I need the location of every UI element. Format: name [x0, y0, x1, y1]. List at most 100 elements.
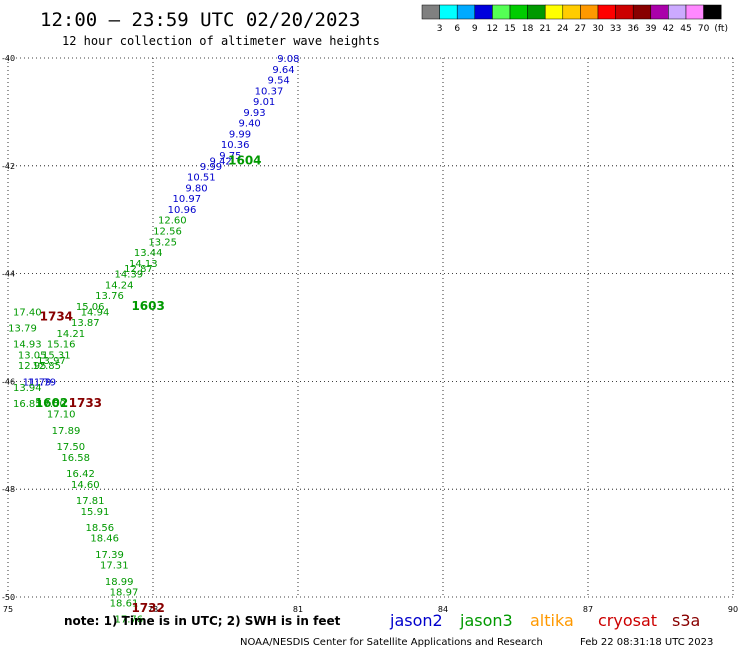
swh-label-jason3: 18.97 — [110, 588, 139, 599]
y-tick-label: -48 — [2, 485, 15, 494]
swh-label-jason3: 15.16 — [47, 340, 76, 351]
pass-time-label: 1602 — [35, 396, 68, 410]
swh-label-jason2: 9.42 — [210, 156, 232, 167]
colorbar-swatch — [632, 4, 652, 20]
satellite-legend: jason2 jason3 altika cryosat s3a — [389, 611, 700, 630]
colorbar-swatch — [527, 4, 546, 20]
axis-ticks: 75 78 81 84 87 90 -40 -42 -44 -46 -48 -50 — [2, 54, 738, 614]
pass-time-label: 1734 — [40, 310, 73, 324]
pass-time-label: 1733 — [69, 396, 102, 410]
swh-label-jason2: 9.01 — [253, 97, 275, 108]
swh-label-jason3: 12.56 — [153, 226, 182, 237]
footer-note: note: 1) Time is in UTC; 2) SWH is in fe… — [64, 614, 341, 628]
swh-label-jason3: 17.50 — [57, 442, 86, 453]
swh-label-jason3: 14.13 — [129, 259, 158, 270]
swh-label-jason3: 17.10 — [47, 410, 76, 421]
chart-subtitle: 12 hour collection of altimeter wave hei… — [62, 34, 380, 48]
colorbar-label: 21 — [539, 24, 550, 34]
colorbar-label: 30 — [592, 24, 604, 34]
colorbar-swatch — [456, 4, 476, 20]
swh-label-jason2: 10.97 — [173, 194, 202, 205]
swh-label-jason3: 18.61 — [110, 598, 139, 609]
swh-label-jason3: 17.40 — [13, 307, 42, 318]
swh-label-jason3: 15.91 — [81, 507, 110, 518]
swh-label-jason2: 10.96 — [168, 205, 197, 216]
swh-label-jason3: 16.42 — [66, 469, 95, 480]
swh-label-jason3: 12.95 — [18, 361, 47, 372]
swh-label-jason3: 16.85 — [13, 399, 42, 410]
pass-time-label: 1603 — [131, 299, 164, 313]
colorbar-swatch — [597, 4, 616, 20]
pass-time-labels: 1604 1603 1602 1734 1733 1732 — [35, 153, 262, 614]
swh-label-jason2: 10.36 — [221, 140, 250, 151]
colorbar-swatch — [615, 4, 634, 20]
colorbar-label: 45 — [680, 24, 691, 34]
colorbar-label: 18 — [522, 24, 534, 34]
satellite-legend-jason3: jason3 — [459, 611, 513, 630]
swh-label-jason3: 14.39 — [115, 270, 144, 281]
satellite-legend-altika: altika — [530, 611, 574, 630]
swh-label-jason2: 9.08 — [277, 54, 299, 65]
colorbar-swatch — [509, 4, 528, 20]
swh-label-jason3: 18.46 — [90, 534, 119, 545]
swh-label-jason3: 13.44 — [134, 248, 163, 259]
swh-label-jason3: 13.76 — [95, 291, 124, 302]
swh-labels: 9.089.649.5410.379.019.939.409.9910.369.… — [8, 54, 299, 626]
colorbar-label: 15 — [504, 24, 515, 34]
swh-label-jason2: 11.79 — [28, 377, 57, 388]
chart-title: 12:00 — 23:59 UTC 02/20/2023 — [40, 9, 360, 31]
swh-label-jason3: 14.60 — [71, 480, 100, 491]
colorbar-swatch — [474, 4, 493, 20]
swh-label-jason2: 10.51 — [187, 173, 216, 184]
swh-label-jason2: 9.75 — [219, 151, 241, 162]
colorbar-label: 27 — [575, 24, 586, 34]
swh-label-jason3: 12.87 — [124, 264, 153, 275]
colorbar-label: 9 — [472, 24, 478, 34]
y-tick-label: -44 — [2, 270, 15, 279]
swh-label-jason2: 9.93 — [243, 108, 265, 119]
colorbar-swatch — [439, 4, 458, 20]
footer-timestamp: Feb 22 08:31:18 UTC 2023 — [580, 637, 713, 648]
satellite-legend-cryosat: cryosat — [598, 611, 657, 630]
y-tick-label: -40 — [2, 54, 15, 63]
x-tick-label: 84 — [438, 605, 448, 614]
colorbar-swatch — [544, 4, 564, 20]
x-tick-label: 78 — [148, 605, 158, 614]
colorbar-label: 36 — [627, 24, 639, 34]
colorbar-label: (ft) — [714, 24, 728, 34]
swh-label-jason3: 13.87 — [71, 318, 100, 329]
pass-time-label: 1604 — [228, 153, 261, 167]
colorbar-label: 42 — [663, 24, 674, 34]
swh-label-jason3: 14.21 — [57, 329, 86, 340]
colorbar-label: 6 — [454, 24, 460, 34]
colorbar-swatch — [492, 4, 511, 20]
colorbar-label: 24 — [557, 24, 569, 34]
x-tick-label: 90 — [728, 605, 738, 614]
x-tick-label: 87 — [583, 605, 593, 614]
swh-label-jason2: 9.54 — [268, 76, 290, 87]
swh-label-jason3: 12.60 — [158, 216, 187, 227]
swh-label-jason3: 13.94 — [13, 383, 42, 394]
swh-label-jason3: 15.31 — [42, 350, 71, 361]
swh-label-jason2: 9.80 — [185, 183, 207, 194]
colorbar-label: 70 — [698, 24, 710, 34]
colorbar-legend: 3 6 9 12 15 18 21 24 27 30 33 36 39 42 45 70 (ft) — [421, 4, 728, 34]
swh-label-jason3: 13.05 — [18, 350, 47, 361]
swh-label-jason3: 14.94 — [81, 307, 110, 318]
plot-grid — [7, 57, 734, 598]
swh-label-jason2: 9.99 — [200, 162, 222, 173]
swh-label-jason3: 18.56 — [86, 523, 115, 534]
y-tick-label: -42 — [2, 162, 15, 171]
swh-label-jason3: 17.89 — [52, 426, 81, 437]
colorbar-swatch — [562, 4, 581, 20]
colorbar-swatch — [421, 4, 440, 20]
swh-label-jason2: 9.40 — [239, 119, 261, 130]
y-tick-label: -50 — [2, 593, 15, 602]
footer-credit: NOAA/NESDIS Center for Satellite Applica… — [240, 637, 543, 648]
colorbar-label: 33 — [610, 24, 621, 34]
swh-label-jason2: 9.64 — [272, 65, 294, 76]
swh-label-jason3: 13.25 — [148, 237, 177, 248]
swh-label-jason3: 15.06 — [76, 302, 105, 313]
satellite-legend-s3a: s3a — [672, 611, 700, 630]
